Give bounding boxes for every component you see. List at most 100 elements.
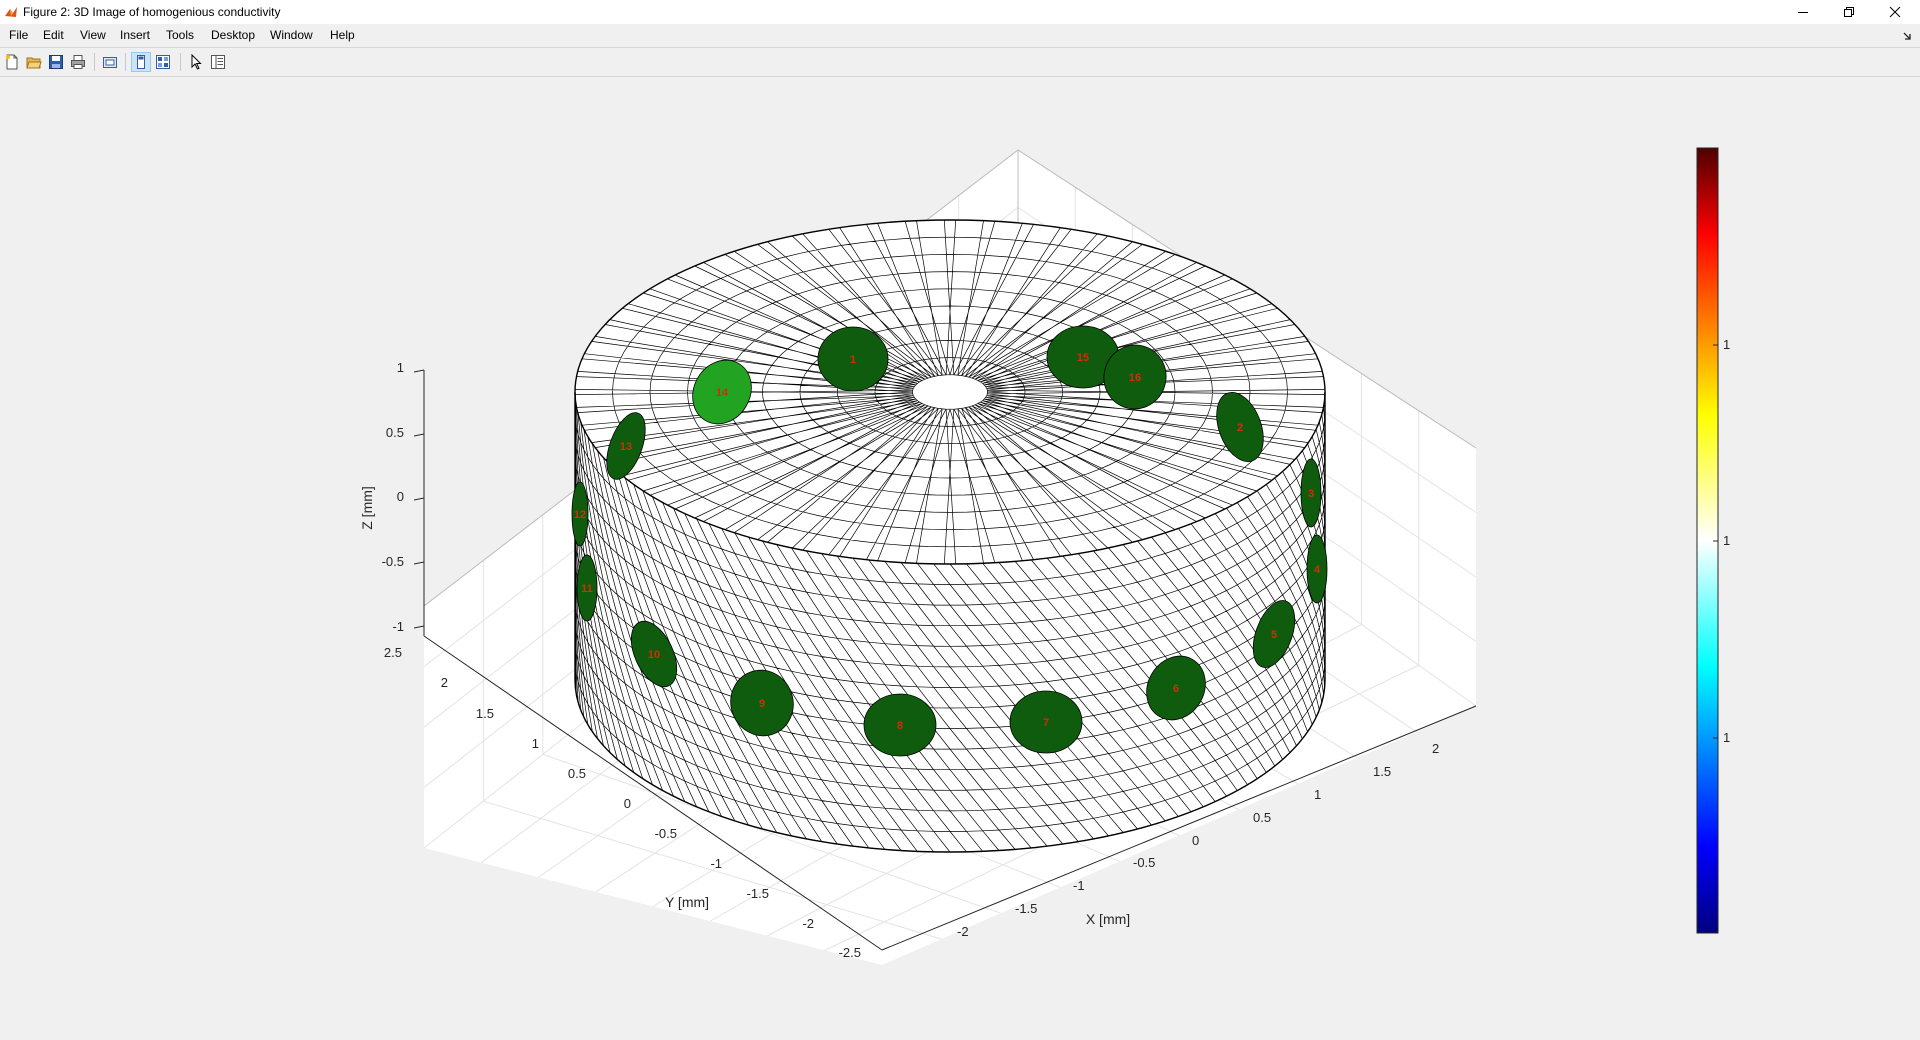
electrode-16 [1103,344,1167,410]
x-tick-label: 1 [1314,787,1321,802]
property-inspector-button[interactable] [208,52,228,72]
close-button[interactable] [1872,0,1918,24]
link-plot-button[interactable] [100,52,120,72]
x-tick-label: 2 [1432,741,1439,756]
new-figure-button[interactable] [2,52,22,72]
y-tick-label: -2 [802,916,814,931]
edit-plot-button[interactable] [186,52,206,72]
menu-window[interactable]: Window [270,28,313,42]
menu-file[interactable]: File [9,28,29,42]
matlab-logo-icon [5,7,17,17]
electrode-14 [692,359,752,425]
new-figure-icon [6,54,18,70]
z-tick-label: 1 [397,360,404,375]
z-tick-label: -0.5 [382,554,404,569]
menu-tools[interactable]: Tools [166,28,195,42]
y-tick-label: 0.5 [568,766,586,781]
save-icon [49,55,63,69]
electrode-13 [606,412,646,480]
menu-view[interactable]: View [80,28,106,42]
x-tick-label: 0.5 [1253,810,1271,825]
open-file-icon [26,57,42,69]
grid-line [542,753,1001,914]
close-icon [1889,6,1901,18]
property-inspector-icon [211,55,225,69]
edit-plot-arrow-icon [191,54,202,70]
restore-icon [1844,7,1854,17]
colorbar-tick-label: 1 [1723,337,1730,352]
dock-arrow-icon[interactable] [1902,30,1914,42]
electrode-label: 13 [620,441,632,453]
electrode-label: 11 [581,583,593,595]
y-tick-label: -2.5 [839,945,861,960]
electrode-2 [1216,392,1264,462]
electrode-label: 5 [1271,629,1277,641]
electrode-label: 15 [1077,352,1089,364]
y-tick-label: -0.5 [655,826,677,841]
x-tick-label: 1.5 [1373,764,1391,779]
toolbar [0,47,1920,77]
toolbar-separator [180,53,181,71]
menu-edit[interactable]: Edit [43,28,64,42]
print-button[interactable] [68,52,88,72]
y-tick-label: 2.5 [384,645,402,660]
show-plot-tools-icon [156,55,170,69]
z-axis-label: Z [mm] [359,486,375,530]
electrode-label: 1 [850,354,856,366]
electrodes: 15 2 3 4 5 6 7 8 9 10 11 12 13 14 1 16 [571,325,1328,757]
toolbar-separator [94,53,95,71]
electrode-9 [730,669,794,737]
electrode-label: 16 [1129,372,1141,384]
y-tick-label: 0 [624,796,631,811]
menu-insert[interactable]: Insert [120,28,151,42]
electrode-11 [576,554,598,622]
y-axis-label: Y [mm] [665,894,709,910]
figure-canvas[interactable]: 15 2 3 4 5 6 7 8 9 10 11 12 13 14 1 16 1 0.5 0 -0.5 -1 … [0,76,1920,1040]
menu-bar: File Edit View Insert Tools Desktop Wind… [0,24,1920,46]
y-tick-label: 1.5 [476,706,494,721]
show-plot-tools-button[interactable] [153,52,173,72]
electrode-label: 2 [1237,422,1243,434]
window-title: Figure 2: 3D Image of homogenious conduc… [23,5,281,19]
hide-plot-tools-button[interactable] [131,52,151,72]
minimize-icon [1798,12,1808,13]
z-tick-label: 0 [397,489,404,504]
electrode-10 [630,620,678,688]
x-tick-label: -2 [957,924,969,939]
link-plot-icon [103,57,117,68]
y-tick-label: -1 [710,856,722,871]
electrode-label: 14 [716,387,729,399]
x-tick-label: -1.5 [1015,901,1037,916]
open-file-button[interactable] [24,52,44,72]
restore-button[interactable] [1826,0,1872,24]
electrode-label: 8 [897,720,903,732]
toolbar-separator [125,53,126,71]
y-tick-label: -1.5 [747,886,769,901]
electrode-label: 10 [648,649,660,661]
menu-help[interactable]: Help [330,28,355,42]
colorbar-tick-label: 1 [1723,730,1730,745]
electrode-8 [863,693,937,757]
hide-plot-tools-icon [137,55,145,69]
colorbar[interactable]: 1 1 1 [1696,147,1730,934]
y-axis-ticks: 2.5 2 1.5 1 0.5 0 -0.5 -1 -1.5 -2 -2.5 [384,645,861,960]
minimize-button[interactable] [1780,0,1826,24]
cylinder-mesh [574,219,1326,853]
electrode-label: 9 [759,698,765,710]
electrode-4 [1306,534,1328,604]
z-axis-ticks: 1 0.5 0 -0.5 -1 [382,360,425,634]
electrode-label: 3 [1308,488,1314,500]
x-tick-label: -1 [1073,878,1085,893]
electrode-7 [1009,690,1083,754]
menu-desktop[interactable]: Desktop [211,28,256,42]
y-tick-label: 2 [441,675,448,690]
z-tick-label: 0.5 [386,425,404,440]
save-button[interactable] [46,52,66,72]
electrode-label: 6 [1173,683,1179,695]
x-tick-label: -0.5 [1133,855,1155,870]
electrode-label: 7 [1043,717,1049,729]
electrode-1 [817,326,889,392]
colorbar-tick-label: 1 [1723,533,1730,548]
electrode-3 [1300,458,1322,528]
